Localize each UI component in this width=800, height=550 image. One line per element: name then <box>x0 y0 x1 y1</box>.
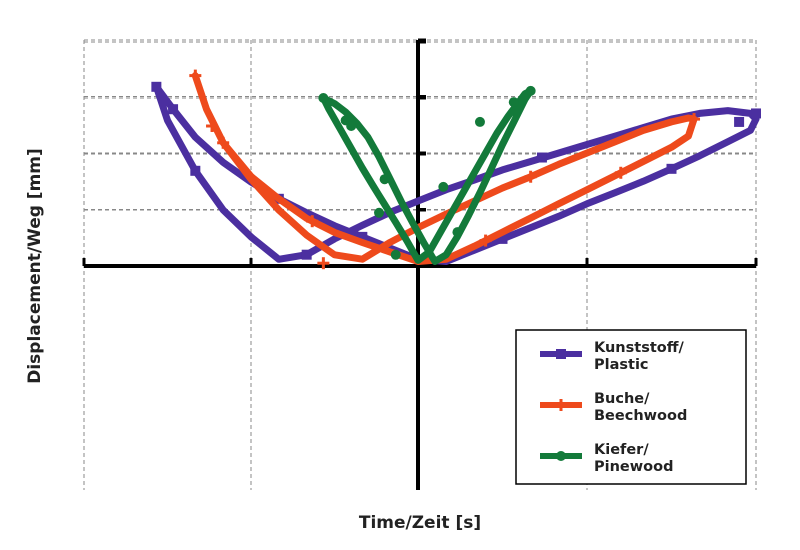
series-2-point-7 <box>525 85 536 96</box>
series-0-point-0 <box>151 81 162 92</box>
series-2-point-9 <box>379 174 390 185</box>
legend-label-2-line-0: Kiefer/ <box>594 442 649 458</box>
series-0-point-1 <box>168 104 179 115</box>
series-1-point-1 <box>206 120 219 132</box>
series-1 <box>189 69 701 270</box>
series-2 <box>318 85 536 265</box>
series-1-point-0 <box>189 69 202 82</box>
series-1-point-4 <box>614 166 627 179</box>
series-2-point-4 <box>438 181 449 192</box>
series-2-point-0 <box>318 93 329 103</box>
series-1-point-3 <box>479 234 492 247</box>
series-2-point-2 <box>374 207 385 218</box>
legend-label-0-line-0: Kunststoff/ <box>594 340 684 356</box>
series-1-point-6 <box>524 170 537 183</box>
legend-marker-1 <box>555 399 567 411</box>
series-1-point-8 <box>217 136 230 149</box>
series-2-point-10 <box>346 121 357 131</box>
series-1-line <box>191 72 698 265</box>
legend-label-0-line-1: Plastic <box>594 357 649 373</box>
y-axis-label: Displacement/Weg [mm] <box>25 148 45 384</box>
series-2-point-3 <box>390 249 401 260</box>
series-2-point-6 <box>508 97 519 108</box>
legend-label-2-line-1: Pinewood <box>594 459 673 475</box>
legend: Kunststoff/Plastic Buche/Beechwood Kiefer/… <box>515 329 747 485</box>
axes <box>82 38 758 490</box>
series-0-line <box>152 83 760 265</box>
legend-marker-0 <box>556 349 566 359</box>
legend-label-1: Buche/Beechwood <box>594 391 687 424</box>
series-2-point-5 <box>474 116 485 127</box>
series-0-point-8 <box>536 152 547 163</box>
legend-label-2: Kiefer/Pinewood <box>594 442 673 475</box>
legend-label-1-line-1: Beechwood <box>594 408 687 424</box>
series-0-point-9 <box>301 249 312 260</box>
legend-marker-2 <box>556 451 566 461</box>
series-2-point-8 <box>452 227 463 238</box>
series-1-point-7 <box>317 257 330 270</box>
series-0-point-3 <box>357 231 368 242</box>
series-1-point-2 <box>306 215 319 228</box>
legend-label-0: Kunststoff/Plastic <box>594 340 684 373</box>
series-layer <box>151 69 761 270</box>
legend-label-1-line-0: Buche/ <box>594 391 650 407</box>
x-axis-label: Time/Zeit [s] <box>359 513 481 533</box>
series-0-point-10 <box>190 165 201 176</box>
series-0-point-7 <box>751 108 761 119</box>
series-0-point-4 <box>497 233 508 244</box>
series-1-point-5 <box>688 113 701 126</box>
series-0 <box>151 81 761 265</box>
series-0-point-6 <box>734 116 745 127</box>
series-0-point-5 <box>666 163 677 174</box>
